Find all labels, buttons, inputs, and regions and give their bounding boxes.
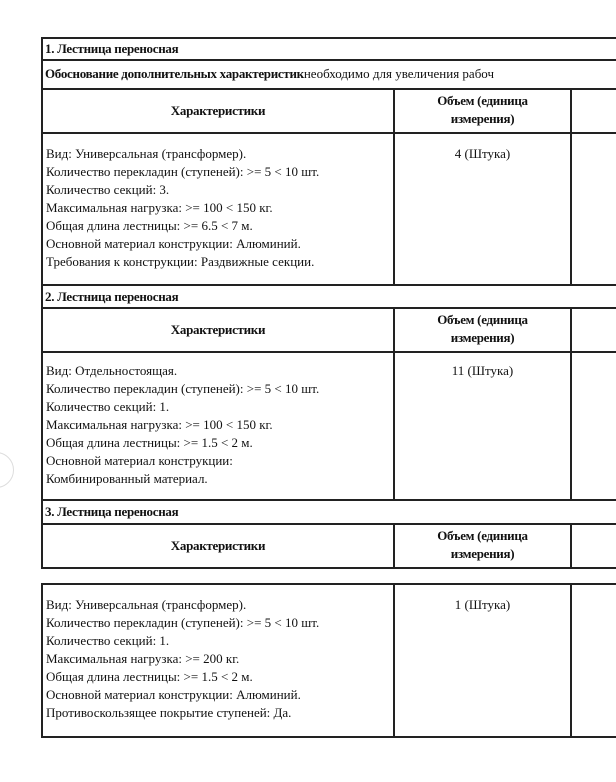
section-3-data-frame — [41, 583, 616, 738]
section-1-frame — [41, 37, 616, 286]
section-title: 3. Лестница переносная — [45, 504, 179, 519]
characteristics-text: Вид: Универсальная (трансформер). Количес… — [46, 146, 320, 269]
column-header-characteristics: Характеристики — [170, 322, 266, 337]
volume-value: 1 (Штука) — [454, 597, 511, 612]
page-edge-decoration — [0, 452, 14, 488]
column-header-volume: Объем (единица измерения) — [437, 93, 528, 126]
volume-value: 11 (Штука) — [451, 363, 514, 378]
characteristics-text: Вид: Отдельностоящая. Количество переклад… — [46, 363, 320, 486]
column-header-characteristics: Характеристики — [170, 538, 266, 553]
column-header-characteristics: Характеристики — [170, 103, 266, 118]
column-header-volume: Объем (единица измерения) — [437, 528, 528, 561]
section-title: 2. Лестница переносная — [45, 289, 179, 304]
characteristics-text: Вид: Универсальная (трансформер). Количес… — [46, 597, 320, 720]
section-title: 1. Лестница переносная — [45, 41, 179, 56]
volume-value: 4 (Штука) — [454, 146, 511, 161]
justification-label: Обоснование дополнительных характеристик — [45, 66, 304, 81]
justification-text: необходимо для увеличения рабоч — [303, 66, 495, 81]
column-header-volume: Объем (единица измерения) — [437, 312, 528, 345]
